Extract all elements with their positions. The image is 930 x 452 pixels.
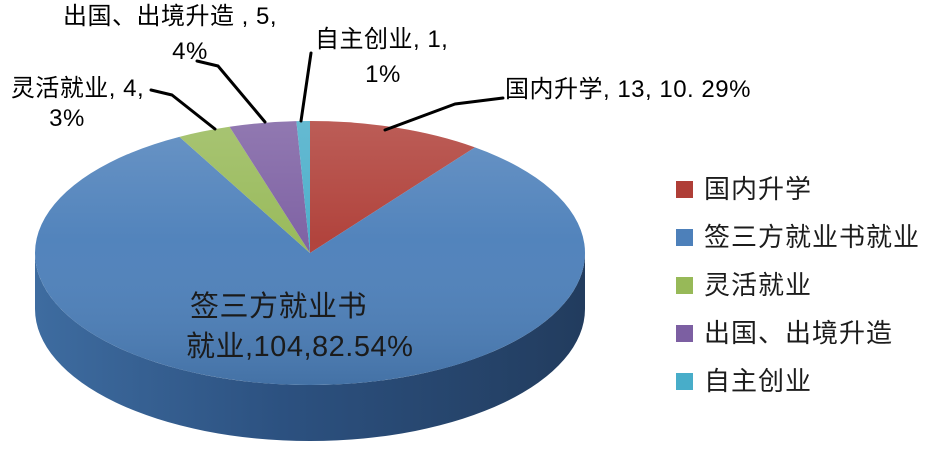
legend-label: 自主创业: [704, 366, 813, 396]
legend-swatch-icon: [676, 324, 693, 342]
callout-guonei: 国内升学, 13, 10. 29%: [505, 76, 751, 103]
legend-item: 国内升学: [676, 174, 920, 204]
legend-item: 签三方就业书就业: [676, 222, 921, 252]
callout-zizhu-line1: 自主创业, 1,: [315, 26, 449, 53]
legend-swatch-icon: [676, 276, 693, 294]
legend-swatch-icon: [676, 180, 693, 198]
leader-line-zizhu: [299, 51, 313, 123]
leader-line-guonei: [383, 96, 505, 132]
legend-label: 国内升学: [704, 174, 813, 204]
legend-swatch-icon: [676, 228, 693, 246]
leader-line-linghuo: [149, 88, 217, 131]
callout-chuguo-line1: 出国、出境升造 , 5,: [62, 3, 278, 30]
inner-label-qiansanfang-line2: 就业,104,82.54%: [186, 331, 414, 363]
legend: 国内升学签三方就业书就业 灵活就业出国、出境升造 自主创业: [676, 174, 921, 417]
pie-side-3d: [35, 253, 585, 441]
callout-zizhu-line2: 1%: [365, 61, 401, 88]
legend-item: 自主创业: [676, 366, 920, 396]
callout-chuguo-line2: 4%: [172, 38, 208, 65]
legend-item: 灵活就业: [676, 270, 920, 300]
legend-label: 签三方就业书就业: [704, 222, 921, 252]
callout-linghuo-line2: 3%: [49, 105, 85, 132]
callout-linghuo-line1: 灵活就业, 4,: [10, 75, 145, 102]
leader-line-chuguo: [195, 59, 267, 124]
legend-item: 出国、出境升造: [676, 318, 920, 348]
pie-side-rim: [35, 253, 585, 441]
inner-label-qiansanfang-line1: 签三方就业书: [190, 291, 368, 323]
legend-swatch-icon: [676, 372, 693, 390]
legend-label: 出国、出境升造: [704, 318, 894, 348]
legend-label: 灵活就业: [704, 270, 813, 300]
